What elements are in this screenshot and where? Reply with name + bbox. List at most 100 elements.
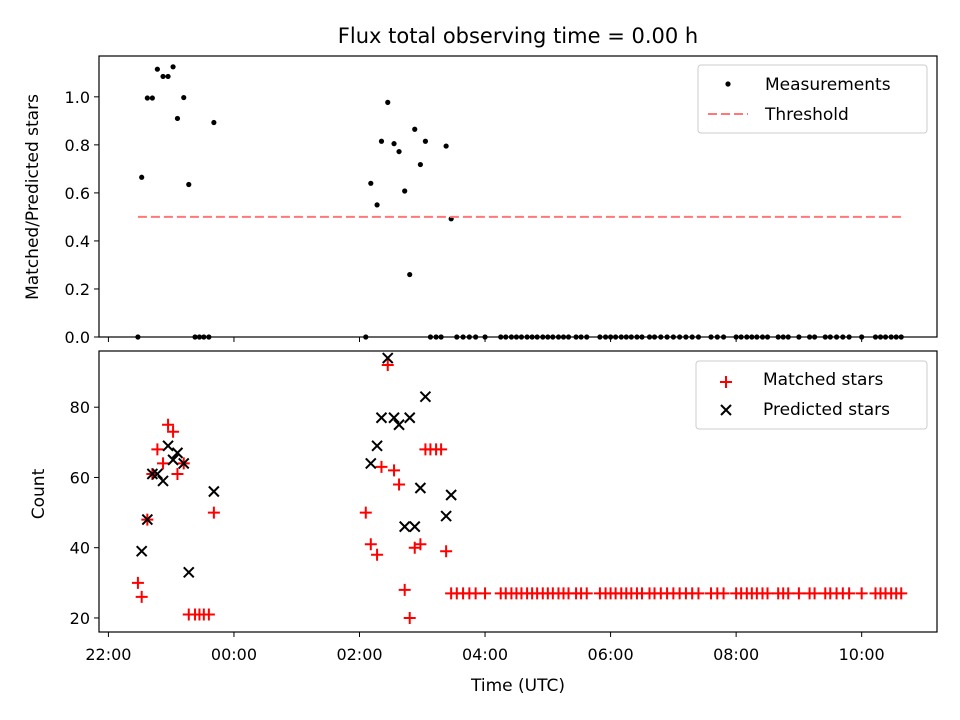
measurements-point	[160, 73, 166, 80]
y-tick-label: 0.2	[65, 280, 90, 299]
matched-stars-point	[381, 359, 394, 372]
matched-stars-point	[403, 611, 416, 624]
measurements-point	[186, 181, 192, 188]
matched-stars-point	[171, 467, 184, 480]
x-tick-label: 22:00	[85, 645, 131, 664]
measurements-point	[443, 143, 449, 149]
predicted-stars-point	[167, 454, 179, 466]
matched-stars-point	[359, 506, 372, 519]
measurements-point	[396, 148, 402, 155]
matched-stars-point	[157, 457, 170, 470]
matched-stars-point	[151, 443, 164, 456]
top-y-ticks: 0.0 0.2 0.4 0.6 0.8 1.0	[65, 88, 99, 347]
x-tick-label: 08:00	[713, 645, 759, 664]
legend-marker-matched-stars	[720, 376, 732, 388]
predicted-stars-point	[388, 412, 400, 424]
chart-title: Flux total observing time = 0.00 h	[338, 24, 698, 48]
predicted-stars-point	[208, 485, 220, 498]
measurements-point	[170, 64, 176, 70]
measurements-point	[374, 202, 380, 208]
matched-stars-point	[207, 506, 220, 519]
y-tick-label: 0.0	[65, 328, 90, 347]
predicted-stars-point	[419, 390, 432, 403]
measurements-point	[139, 174, 145, 180]
matched-stars-point	[479, 587, 492, 600]
predicted-stars-point	[157, 475, 169, 487]
matched-stars-point	[393, 478, 406, 491]
y-tick-label: 0.8	[65, 136, 90, 155]
x-tick-label: 02:00	[336, 645, 382, 664]
bottom-panel: 20 40 60 80 22:00 00:00 02:00 04:00 06:00 08:00 1…	[29, 350, 938, 696]
measurements-point	[149, 95, 155, 101]
measurements-point	[417, 161, 423, 168]
matched-stars-point	[131, 576, 144, 589]
predicted-stars-point	[382, 352, 394, 364]
y-tick-label: 60	[70, 468, 90, 487]
bottom-legend: Matched stars Predicted stars	[695, 360, 928, 430]
top-panel: 0.0 0.2 0.4 0.6 0.8 1.0 Matched/Predicted sta…	[23, 55, 938, 347]
predicted-stars-point	[141, 513, 154, 526]
legend-label-measurements: Measurements	[765, 75, 891, 95]
matched-stars-point	[167, 425, 180, 438]
bottom-plot-marks	[131, 352, 908, 624]
top-y-axis-label: Matched/Predicted stars	[23, 94, 43, 300]
top-legend-box	[697, 64, 928, 134]
matched-stars-point	[843, 587, 856, 600]
matched-stars-point	[692, 587, 705, 600]
x-tick-label: 00:00	[211, 645, 257, 664]
measurements-point	[174, 115, 181, 122]
legend-marker-predicted-stars	[720, 404, 732, 416]
predicted-stars-point	[398, 520, 411, 533]
predicted-stars-point	[183, 566, 195, 578]
predicted-stars-point	[162, 440, 174, 452]
matched-stars-point	[375, 460, 388, 473]
measurements-point	[144, 95, 150, 101]
matched-stars-point	[895, 587, 908, 600]
predicted-stars-point	[404, 412, 416, 424]
legend-marker-measurements	[725, 81, 731, 87]
bottom-x-ticks: 22:00 00:00 02:00 04:00 06:00 08:00 10:00	[85, 632, 885, 664]
matched-stars-point	[202, 608, 215, 621]
legend-label-matched-stars: Matched stars	[763, 370, 883, 390]
measurements-point	[407, 271, 413, 278]
x-tick-label: 10:00	[839, 645, 885, 664]
predicted-stars-point	[371, 440, 383, 452]
x-tick-label: 04:00	[462, 645, 508, 664]
predicted-stars-point	[414, 482, 427, 494]
matched-stars-point	[782, 587, 795, 600]
matched-stars-point	[440, 545, 453, 558]
measurements-point	[385, 99, 391, 105]
matched-stars-point	[388, 464, 401, 477]
predicted-stars-point	[171, 447, 184, 459]
bottom-axes-frame	[98, 350, 938, 633]
predicted-stars-point	[146, 468, 159, 480]
predicted-stars-point	[409, 520, 421, 533]
predicted-stars-point	[178, 457, 190, 470]
y-tick-label: 0.4	[65, 232, 90, 251]
x-tick-label: 06:00	[588, 645, 634, 664]
measurements-point	[391, 141, 397, 147]
y-tick-label: 0.6	[65, 184, 90, 203]
bottom-legend-box	[695, 360, 928, 430]
matched-stars-point	[761, 587, 774, 600]
legend-label-threshold: Threshold	[764, 105, 849, 125]
predicted-stars-point	[375, 412, 388, 424]
bottom-y-ticks: 20 40 60 80	[70, 398, 99, 628]
measurements-point	[422, 138, 429, 144]
matched-stars-point	[162, 418, 175, 431]
measurements-point	[402, 188, 408, 194]
legend-label-predicted-stars: Predicted stars	[763, 400, 890, 420]
y-tick-label: 20	[70, 609, 90, 628]
y-tick-label: 1.0	[65, 88, 90, 107]
predicted-stars-point	[365, 457, 377, 470]
measurements-point	[165, 73, 171, 80]
predicted-stars-point	[393, 419, 405, 431]
measurements-point	[368, 180, 374, 186]
matched-stars-point	[135, 590, 148, 603]
measurements-point	[378, 138, 385, 144]
matched-stars-point	[855, 587, 868, 600]
measurements-point	[181, 94, 187, 101]
matched-stars-point	[364, 538, 377, 551]
measurements-point	[154, 66, 160, 72]
